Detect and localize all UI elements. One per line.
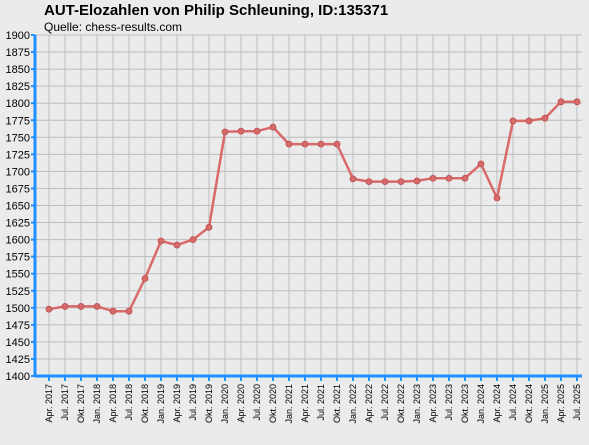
data-point xyxy=(445,174,453,182)
grid xyxy=(35,34,582,377)
data-point xyxy=(109,307,117,315)
data-point xyxy=(205,223,213,231)
y-tick-label: 1550 xyxy=(6,269,30,281)
y-axis-ticks: 1400 1425 1450 1475 1500 1525 1550 1575 1600 1625… xyxy=(6,30,35,383)
x-tick-label: Okt. 2021 xyxy=(332,384,342,423)
x-tick-label: Apr. 2025 xyxy=(556,384,566,423)
x-tick-label: Apr. 2020 xyxy=(236,384,246,423)
data-point xyxy=(157,237,165,245)
x-tick-label: Jan. 2023 xyxy=(412,384,422,424)
y-tick-label: 1875 xyxy=(6,47,30,59)
x-tick-label: Okt. 2018 xyxy=(140,384,150,423)
data-point xyxy=(61,303,69,310)
data-point xyxy=(349,175,357,183)
data-point xyxy=(573,98,581,106)
data-point xyxy=(269,123,277,131)
y-tick-label: 1900 xyxy=(6,30,30,42)
x-tick-label: Jul. 2022 xyxy=(380,384,390,421)
chart-title: AUT-Elozahlen von Philip Schleuning, ID:… xyxy=(44,2,389,19)
x-tick-label: Jan. 2018 xyxy=(92,384,102,424)
x-tick-label: Jul. 2017 xyxy=(60,384,70,421)
y-tick-label: 1500 xyxy=(6,303,30,315)
data-point xyxy=(237,127,245,135)
x-tick-label: Jan. 2024 xyxy=(476,384,486,424)
x-tick-label: Jan. 2025 xyxy=(540,384,550,424)
x-tick-label: Jul. 2025 xyxy=(572,384,582,421)
y-tick-label: 1850 xyxy=(6,64,30,76)
x-tick-label: Jan. 2020 xyxy=(220,384,230,424)
x-tick-label: Jan. 2021 xyxy=(284,384,294,424)
y-tick-label: 1525 xyxy=(6,286,30,298)
data-point xyxy=(45,305,53,313)
series-line xyxy=(48,100,577,313)
x-tick-label: Apr. 2019 xyxy=(172,384,182,423)
data-point xyxy=(509,117,517,125)
data-point xyxy=(413,177,421,185)
data-point xyxy=(429,174,437,182)
data-point xyxy=(77,303,85,310)
y-tick-label: 1675 xyxy=(6,183,30,195)
data-point xyxy=(333,140,341,148)
data-point xyxy=(557,98,565,106)
data-point xyxy=(317,140,325,148)
y-tick-label: 1600 xyxy=(6,235,30,247)
x-tick-label: Jul. 2019 xyxy=(188,384,198,421)
x-tick-label: Jul. 2023 xyxy=(444,384,454,421)
data-point xyxy=(365,178,373,186)
y-tick-label: 1700 xyxy=(6,166,30,178)
x-tick-label: Apr. 2021 xyxy=(300,384,310,423)
y-tick-label: 1425 xyxy=(6,354,30,366)
data-point xyxy=(301,140,309,148)
data-point xyxy=(525,117,533,125)
y-tick-label: 1450 xyxy=(6,337,30,349)
data-point xyxy=(381,178,389,186)
x-tick-label: Apr. 2022 xyxy=(364,384,374,423)
data-point xyxy=(461,174,469,182)
x-tick-label: Jul. 2024 xyxy=(508,384,518,421)
x-tick-label: Jan. 2022 xyxy=(348,384,358,424)
x-tick-label: Okt. 2017 xyxy=(76,384,86,423)
series-group xyxy=(45,98,581,315)
x-tick-label: Jul. 2018 xyxy=(124,384,134,421)
y-tick-label: 1800 xyxy=(6,98,30,110)
x-tick-label: Okt. 2022 xyxy=(396,384,406,423)
x-tick-label: Okt. 2024 xyxy=(524,384,534,423)
data-point xyxy=(285,140,293,148)
data-point xyxy=(493,194,501,202)
y-tick-label: 1775 xyxy=(6,115,30,127)
data-point xyxy=(221,128,229,136)
data-point xyxy=(125,307,133,315)
x-tick-label: Okt. 2023 xyxy=(460,384,470,423)
x-tick-label: Apr. 2024 xyxy=(492,384,502,423)
x-tick-label: Okt. 2019 xyxy=(204,384,214,423)
x-axis-ticks: Apr. 2017 Jul. 2017 Okt. 2017 Jan. 2018 Apr.… xyxy=(44,376,582,424)
data-point xyxy=(189,236,197,244)
data-point xyxy=(253,127,261,135)
x-tick-label: Apr. 2018 xyxy=(108,384,118,423)
y-tick-label: 1825 xyxy=(6,81,30,93)
data-point xyxy=(173,241,181,249)
x-tick-label: Jul. 2021 xyxy=(316,384,326,421)
x-tick-label: Jul. 2020 xyxy=(252,384,262,421)
chart-subtitle: Quelle: chess-results.com xyxy=(44,20,183,34)
data-point xyxy=(397,178,405,186)
x-tick-label: Okt. 2020 xyxy=(268,384,278,423)
y-tick-label: 1575 xyxy=(6,252,30,264)
x-tick-label: Apr. 2023 xyxy=(428,384,438,423)
y-tick-label: 1625 xyxy=(6,218,30,230)
data-point xyxy=(141,275,149,282)
x-tick-label: Jan. 2019 xyxy=(156,384,166,424)
data-point xyxy=(541,114,549,122)
y-tick-label: 1725 xyxy=(6,149,30,161)
y-tick-label: 1750 xyxy=(6,132,30,144)
data-point xyxy=(477,160,485,168)
x-tick-label: Apr. 2017 xyxy=(44,384,54,423)
y-tick-label: 1400 xyxy=(6,371,30,383)
y-tick-label: 1650 xyxy=(6,201,30,213)
data-point xyxy=(93,303,101,310)
y-tick-label: 1475 xyxy=(6,320,30,332)
